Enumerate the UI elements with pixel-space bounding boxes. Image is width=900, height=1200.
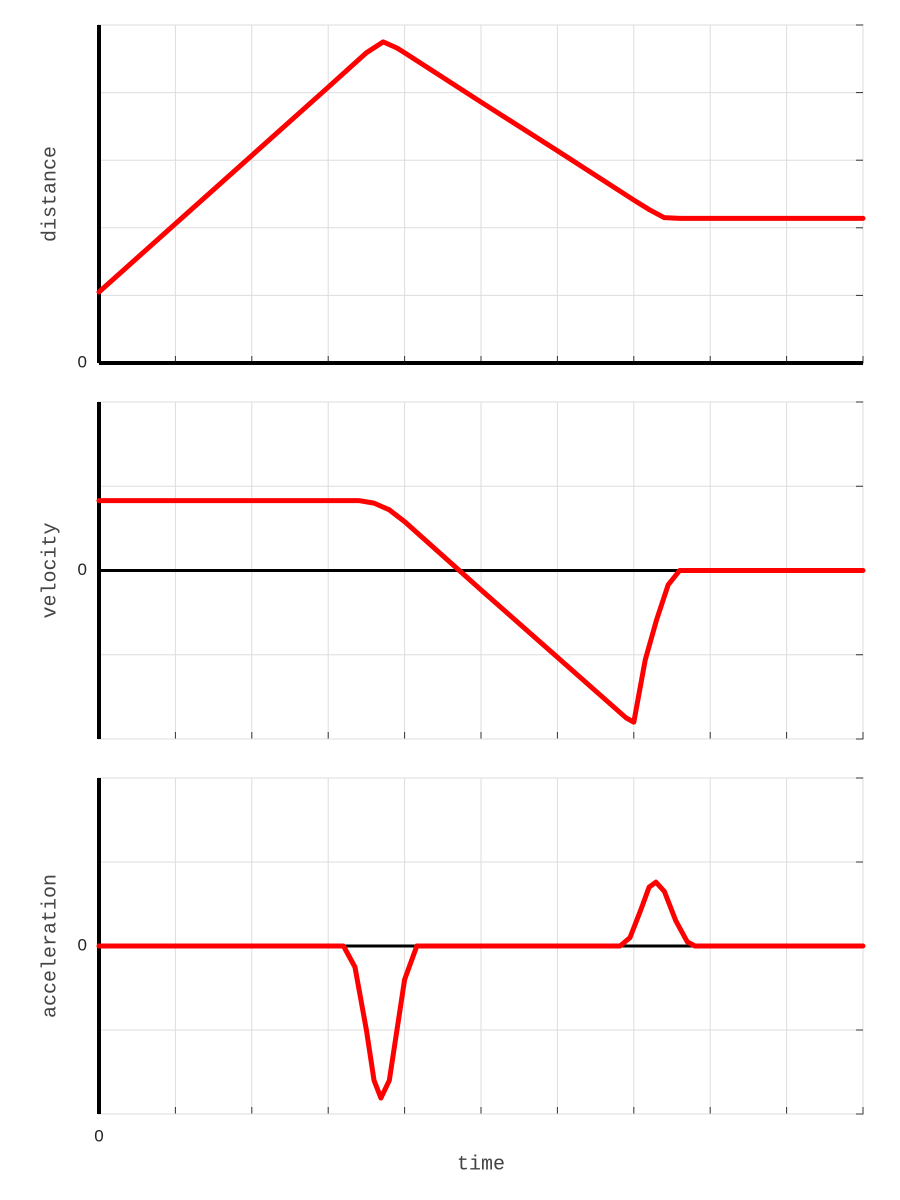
y-axis-label: velocity: [39, 522, 62, 618]
data-line: [96, 498, 866, 725]
data-line: [96, 879, 866, 1101]
y-tick-label: 0: [78, 935, 87, 954]
data-line: [96, 39, 866, 295]
y-axis-label: distance: [39, 146, 62, 242]
x-tick-label: 0: [94, 1126, 103, 1145]
y-tick-label: 0: [78, 560, 87, 579]
x-axis-label: time: [457, 1153, 505, 1176]
y-axis-label: acceleration: [39, 874, 62, 1018]
y-tick-label: 0: [78, 352, 87, 371]
